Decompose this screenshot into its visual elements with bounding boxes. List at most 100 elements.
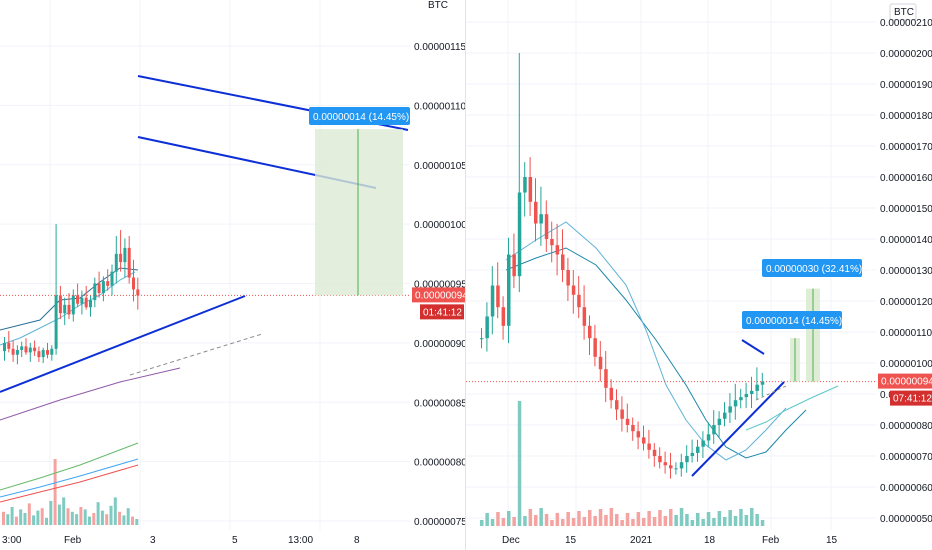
candle-body — [744, 394, 749, 398]
volume-bar — [53, 459, 57, 525]
left-chart[interactable]: 0.00000014 (14.45%) 14 BTC 0.00000115 0.0… — [0, 0, 466, 550]
volume-bar — [636, 512, 641, 526]
candle-body — [7, 342, 11, 349]
candle-body — [647, 443, 651, 450]
volume-bar — [760, 520, 765, 526]
volume-bar — [92, 513, 96, 525]
left-chart-panel[interactable]: 0.00000014 (14.45%) 14 BTC 0.00000115 0.0… — [0, 0, 466, 550]
right-chart[interactable]: 0.00000030 (32.41%) 30 0.00000014 (14.45%… — [466, 0, 932, 550]
price-tick-label: 0.00000080 — [880, 421, 932, 432]
volume-bar — [642, 518, 646, 526]
target-box — [315, 129, 403, 296]
price-tick-label: 0.00000085 — [414, 398, 466, 409]
candle-body — [480, 338, 484, 340]
countdown-tag — [890, 390, 932, 406]
candle-body — [652, 449, 657, 456]
time-tick-label: 2021 — [630, 535, 653, 546]
candle-body — [620, 409, 624, 419]
candle-body — [728, 406, 732, 413]
time-tick-label: 13:00 — [288, 535, 313, 546]
candle-body — [24, 346, 28, 353]
candle-body — [123, 247, 127, 263]
candle-body — [37, 351, 41, 358]
price-tick-label: 0.00000075 — [414, 517, 466, 528]
volume-bar — [598, 509, 603, 526]
price-tick-label: 0.00000130 — [880, 266, 932, 277]
candle-body — [50, 348, 54, 355]
volume-bar — [571, 518, 576, 526]
trend-line — [741, 339, 765, 355]
candle-body — [739, 397, 743, 401]
candle-body — [528, 177, 533, 202]
left-drawings[interactable]: 0.00000014 (14.45%) 14 — [0, 75, 424, 393]
volume-bar — [663, 516, 668, 526]
volume-bar — [507, 511, 511, 526]
candle-body — [615, 400, 619, 410]
volume-bar — [544, 514, 549, 526]
candle-body — [598, 356, 603, 370]
candle-body — [712, 425, 716, 435]
price-tick-label: 0.00000105 — [414, 161, 466, 172]
volume-bar — [6, 514, 10, 525]
candle-body — [550, 239, 554, 246]
right-time-axis[interactable]: Dec 15 2021 18 Feb 15 — [502, 535, 838, 546]
right-chart-panel[interactable]: 0.00000030 (32.41%) 30 0.00000014 (14.45%… — [466, 0, 932, 550]
right-drawings[interactable]: 0.00000030 (32.41%) 30 0.00000014 (14.45%… — [466, 259, 877, 477]
candle-body — [114, 253, 118, 272]
candle-body — [110, 271, 114, 286]
volume-bar — [561, 519, 565, 526]
volume-bar — [625, 513, 630, 526]
volume-bar — [88, 516, 91, 525]
volume-bar — [728, 510, 732, 526]
volume-bar — [19, 509, 23, 525]
volume-bar — [40, 508, 44, 525]
candle-body — [750, 390, 754, 394]
volume-bar — [79, 507, 83, 525]
volume-bar — [490, 519, 495, 526]
candle-body — [631, 425, 635, 432]
candle-body — [539, 214, 543, 224]
candle-body — [84, 297, 88, 308]
indicator-line — [0, 464, 139, 503]
right-moving-averages — [505, 221, 839, 461]
countdown-text: 07:41:12 — [893, 394, 932, 405]
candle-body — [674, 468, 678, 470]
countdown-tag — [420, 304, 464, 320]
right-price-axis[interactable]: BTC 0.00000210 0.00000200 0.00000190 0.0000… — [878, 3, 932, 525]
volume-bar — [75, 514, 79, 525]
currency-badge[interactable] — [889, 3, 917, 21]
candle-body — [723, 412, 727, 419]
volume-bar — [706, 512, 711, 526]
candle-body — [588, 325, 592, 339]
volume-bar — [582, 517, 587, 526]
candle-body — [97, 283, 101, 293]
candle-body — [119, 253, 123, 263]
price-tick-label: 0.00000110 — [414, 101, 466, 112]
volume-bar — [57, 504, 61, 525]
candle-body — [669, 465, 673, 469]
price-tick-label: 0.00000180 — [880, 111, 932, 122]
volume-bar — [126, 508, 130, 525]
volume-bar — [555, 513, 560, 526]
volume-bar — [609, 508, 614, 526]
volume-bar — [620, 520, 624, 526]
measure-label: 0.00000014 (14.45%) 14 — [746, 316, 857, 327]
candle-body — [33, 347, 37, 352]
left-time-axis[interactable]: 3:00 Feb 3 5 13:00 8 — [2, 535, 360, 546]
currency-label: BTC — [428, 0, 448, 11]
left-price-axis[interactable]: BTC 0.00000115 0.00000110 0.00000105 0.0000… — [412, 0, 466, 528]
volume-bar — [593, 516, 597, 526]
left-volume-bars — [2, 459, 139, 525]
candle-body — [582, 307, 587, 326]
volume-bar — [701, 519, 705, 526]
candle-body — [67, 304, 71, 315]
price-tick-label: 0.00000210 — [880, 18, 932, 29]
volume-bar — [131, 516, 134, 525]
volume-bar — [652, 517, 657, 526]
candle-body — [690, 452, 695, 456]
moving-average-line — [505, 221, 787, 461]
candle-body — [679, 462, 684, 469]
volume-bar — [512, 517, 516, 526]
volume-bar — [528, 509, 533, 526]
time-tick-label: Feb — [762, 535, 780, 546]
